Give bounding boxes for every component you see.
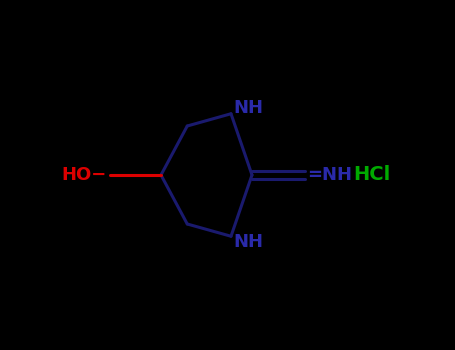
Text: NH: NH xyxy=(234,233,264,251)
Text: =NH: =NH xyxy=(307,166,352,184)
Text: HO−: HO− xyxy=(61,166,107,184)
Text: HCl: HCl xyxy=(353,166,390,184)
Text: NH: NH xyxy=(234,99,264,117)
